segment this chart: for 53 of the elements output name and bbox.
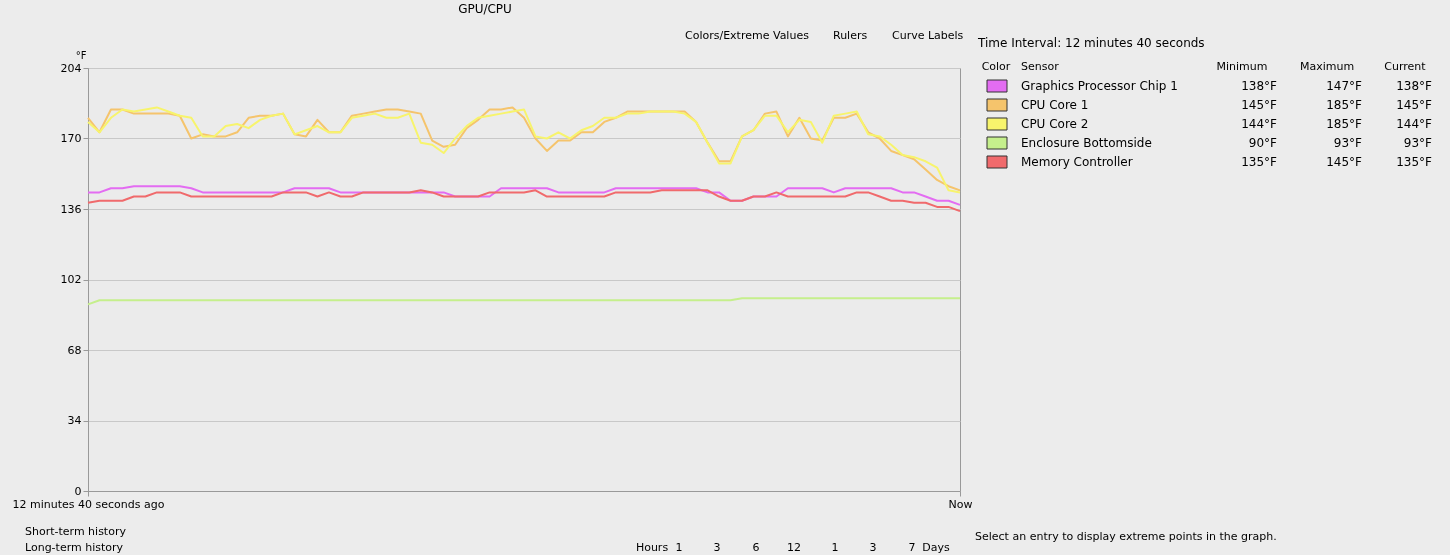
text: 144°F — [1396, 117, 1433, 131]
text: 90°F — [1248, 136, 1278, 150]
legend-label: CPU Core 2 — [1021, 117, 1089, 131]
text: Short-term history — [25, 525, 127, 538]
text: Color — [981, 60, 1011, 73]
legend-label: Graphics Processor Chip 1 — [1021, 79, 1178, 93]
x-tick-label: 12 minutes 40 seconds ago — [12, 497, 165, 511]
text: Time Interval: 12 minutes 40 seconds — [977, 36, 1205, 50]
text: 93°F — [1333, 136, 1363, 150]
text: 135°F — [1241, 155, 1278, 169]
y-tick-label: 34 — [67, 414, 82, 427]
chart-title: GPU/CPU — [458, 2, 512, 16]
y-tick-label: 102 — [60, 273, 82, 286]
text: Current — [1384, 60, 1427, 73]
text: 6 — [752, 541, 760, 554]
y-tick-label: 170 — [60, 132, 82, 145]
y-tick-label: 204 — [60, 61, 82, 75]
text: Hours — [635, 541, 669, 554]
legend-label: Enclosure Bottomside — [1021, 136, 1152, 150]
text: 185°F — [1326, 98, 1363, 112]
text: 145°F — [1326, 155, 1363, 169]
text: Colors/Extreme Values — [685, 29, 810, 42]
legend-label: Memory Controller — [1021, 155, 1133, 169]
text: Maximum — [1299, 60, 1355, 73]
text: 145°F — [1396, 98, 1433, 112]
text: Rulers — [833, 29, 868, 42]
text: 147°F — [1326, 79, 1363, 93]
text: Curve Labels — [892, 29, 964, 42]
y-tick-label: 136 — [60, 202, 82, 216]
x-tick-label: Now — [948, 497, 973, 511]
text: 1 — [675, 541, 683, 554]
text: Select an entry to display extreme points in the graph. — [975, 530, 1277, 543]
y-tick-label: 0 — [74, 484, 82, 498]
legend-label: CPU Core 1 — [1021, 98, 1089, 112]
y-tick-label: 68 — [67, 343, 82, 357]
text: Sensor — [1021, 60, 1060, 73]
text: 3 — [869, 541, 877, 554]
text: Long-term history — [25, 541, 124, 554]
text: 145°F — [1241, 98, 1278, 112]
text: Days — [922, 541, 950, 554]
text: 3 — [713, 541, 721, 554]
text: 144°F — [1241, 117, 1278, 131]
text: 1 — [831, 541, 839, 554]
text: 135°F — [1396, 155, 1433, 169]
text: 138°F — [1396, 79, 1433, 93]
text: 12 — [787, 541, 801, 554]
text: 185°F — [1326, 117, 1363, 131]
text: 93°F — [1403, 136, 1433, 150]
line-series — [87, 189, 961, 213]
text: 138°F — [1241, 79, 1278, 93]
text: Minimum — [1216, 60, 1268, 73]
text: 7 — [908, 541, 916, 554]
y-axis-title: °F — [75, 49, 87, 61]
